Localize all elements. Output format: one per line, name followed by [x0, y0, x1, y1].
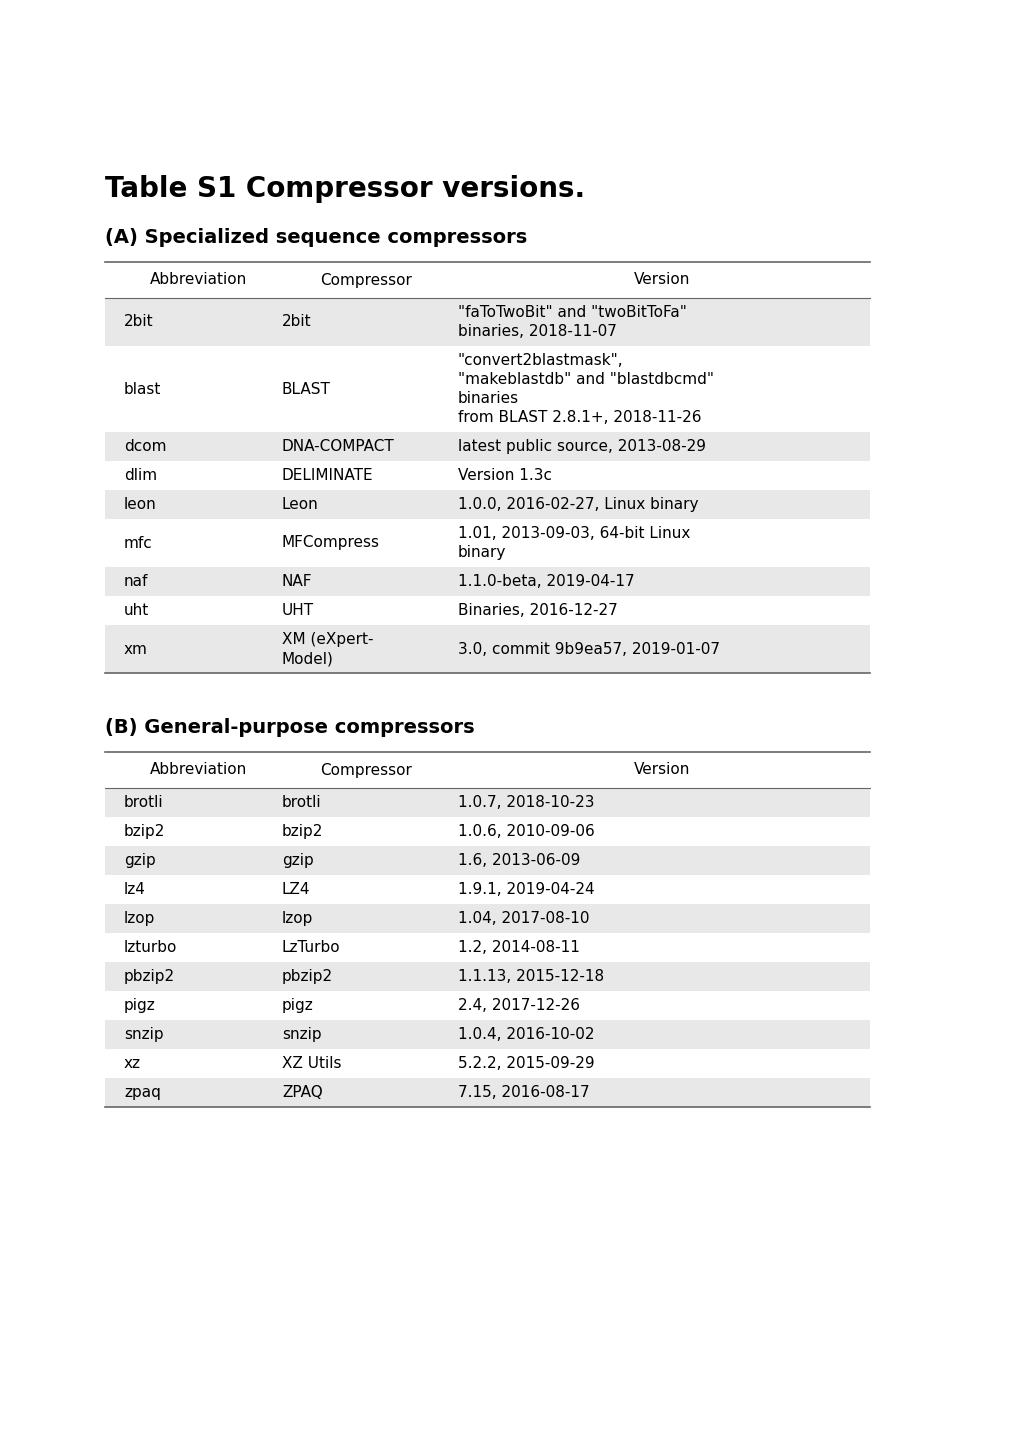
- Text: 2bit: 2bit: [281, 315, 312, 329]
- Text: from BLAST 2.8.1+, 2018-11-26: from BLAST 2.8.1+, 2018-11-26: [458, 410, 701, 426]
- Text: Leon: Leon: [281, 496, 318, 512]
- Text: blast: blast: [124, 381, 161, 397]
- Text: lzturbo: lzturbo: [124, 939, 177, 955]
- Text: ZPAQ: ZPAQ: [281, 1085, 322, 1100]
- Text: Abbreviation: Abbreviation: [150, 273, 248, 287]
- Text: MFCompress: MFCompress: [281, 535, 380, 550]
- Bar: [105, 1078, 869, 1107]
- Text: brotli: brotli: [281, 795, 321, 810]
- Text: Compressor: Compressor: [320, 273, 412, 287]
- Text: LZ4: LZ4: [281, 882, 310, 898]
- Bar: [105, 625, 869, 672]
- Text: 1.6, 2013-06-09: 1.6, 2013-06-09: [458, 853, 580, 869]
- Bar: [105, 846, 869, 874]
- Text: 7.15, 2016-08-17: 7.15, 2016-08-17: [458, 1085, 589, 1100]
- Text: Binaries, 2016-12-27: Binaries, 2016-12-27: [458, 603, 618, 618]
- Text: DNA-COMPACT: DNA-COMPACT: [281, 439, 394, 455]
- Bar: [105, 934, 869, 962]
- Bar: [105, 299, 869, 346]
- Text: NAF: NAF: [281, 574, 312, 589]
- Text: DELIMINATE: DELIMINATE: [281, 468, 373, 483]
- Text: 1.1.13, 2015-12-18: 1.1.13, 2015-12-18: [458, 970, 603, 984]
- Text: Model): Model): [281, 651, 333, 667]
- Bar: [105, 788, 869, 817]
- Text: 2bit: 2bit: [124, 315, 154, 329]
- Text: XZ Utils: XZ Utils: [281, 1056, 341, 1071]
- Text: Compressor: Compressor: [320, 762, 412, 778]
- Text: bzip2: bzip2: [124, 824, 165, 838]
- Text: pbzip2: pbzip2: [124, 970, 175, 984]
- Text: 2.4, 2017-12-26: 2.4, 2017-12-26: [458, 999, 580, 1013]
- Text: bzip2: bzip2: [281, 824, 323, 838]
- Bar: [105, 1020, 869, 1049]
- Bar: [105, 346, 869, 431]
- Text: 1.1.0-beta, 2019-04-17: 1.1.0-beta, 2019-04-17: [458, 574, 634, 589]
- Bar: [105, 567, 869, 596]
- Text: lzop: lzop: [281, 911, 313, 926]
- Text: 1.0.7, 2018-10-23: 1.0.7, 2018-10-23: [458, 795, 594, 810]
- Text: dlim: dlim: [124, 468, 157, 483]
- Text: leon: leon: [124, 496, 157, 512]
- Text: brotli: brotli: [124, 795, 163, 810]
- Text: lz4: lz4: [124, 882, 146, 898]
- Text: xz: xz: [124, 1056, 141, 1071]
- Text: XM (eXpert-: XM (eXpert-: [281, 632, 373, 646]
- Text: 1.0.0, 2016-02-27, Linux binary: 1.0.0, 2016-02-27, Linux binary: [458, 496, 698, 512]
- Text: dcom: dcom: [124, 439, 166, 455]
- Bar: [105, 874, 869, 903]
- Text: BLAST: BLAST: [281, 381, 330, 397]
- Text: snzip: snzip: [281, 1027, 321, 1042]
- Text: binaries, 2018-11-07: binaries, 2018-11-07: [458, 325, 616, 339]
- Text: 3.0, commit 9b9ea57, 2019-01-07: 3.0, commit 9b9ea57, 2019-01-07: [458, 642, 719, 657]
- Text: "makeblastdb" and "blastdbcmd": "makeblastdb" and "blastdbcmd": [458, 372, 713, 387]
- Text: 1.04, 2017-08-10: 1.04, 2017-08-10: [458, 911, 589, 926]
- Text: binary: binary: [458, 545, 505, 560]
- Text: latest public source, 2013-08-29: latest public source, 2013-08-29: [458, 439, 705, 455]
- Text: Abbreviation: Abbreviation: [150, 762, 248, 778]
- Bar: [105, 596, 869, 625]
- Text: 1.01, 2013-09-03, 64-bit Linux: 1.01, 2013-09-03, 64-bit Linux: [458, 527, 690, 541]
- Bar: [105, 431, 869, 460]
- Text: Version: Version: [633, 762, 690, 778]
- Bar: [105, 1049, 869, 1078]
- Text: gzip: gzip: [281, 853, 314, 869]
- Text: (A) Specialized sequence compressors: (A) Specialized sequence compressors: [105, 228, 527, 247]
- Text: snzip: snzip: [124, 1027, 163, 1042]
- Text: binaries: binaries: [458, 391, 519, 405]
- Text: 1.2, 2014-08-11: 1.2, 2014-08-11: [458, 939, 580, 955]
- Text: naf: naf: [124, 574, 148, 589]
- Bar: [105, 460, 869, 491]
- Text: 1.0.6, 2010-09-06: 1.0.6, 2010-09-06: [458, 824, 594, 838]
- Text: pbzip2: pbzip2: [281, 970, 333, 984]
- Text: pigz: pigz: [124, 999, 156, 1013]
- Text: 1.9.1, 2019-04-24: 1.9.1, 2019-04-24: [458, 882, 594, 898]
- Text: mfc: mfc: [124, 535, 153, 550]
- Text: Version: Version: [633, 273, 690, 287]
- Text: Version 1.3c: Version 1.3c: [458, 468, 551, 483]
- Text: zpaq: zpaq: [124, 1085, 161, 1100]
- Bar: [105, 991, 869, 1020]
- Bar: [105, 903, 869, 934]
- Text: "faToTwoBit" and "twoBitToFa": "faToTwoBit" and "twoBitToFa": [458, 304, 686, 320]
- Text: UHT: UHT: [281, 603, 314, 618]
- Text: (B) General-purpose compressors: (B) General-purpose compressors: [105, 719, 474, 737]
- Bar: [105, 962, 869, 991]
- Text: xm: xm: [124, 642, 148, 657]
- Text: 1.0.4, 2016-10-02: 1.0.4, 2016-10-02: [458, 1027, 594, 1042]
- Bar: [105, 817, 869, 846]
- Bar: [105, 519, 869, 567]
- Text: Table S1 Compressor versions.: Table S1 Compressor versions.: [105, 175, 585, 203]
- Text: LzTurbo: LzTurbo: [281, 939, 340, 955]
- Text: pigz: pigz: [281, 999, 314, 1013]
- Text: uht: uht: [124, 603, 149, 618]
- Text: 5.2.2, 2015-09-29: 5.2.2, 2015-09-29: [458, 1056, 594, 1071]
- Text: "convert2blastmask",: "convert2blastmask",: [458, 354, 623, 368]
- Text: gzip: gzip: [124, 853, 156, 869]
- Text: lzop: lzop: [124, 911, 155, 926]
- Bar: [105, 491, 869, 519]
